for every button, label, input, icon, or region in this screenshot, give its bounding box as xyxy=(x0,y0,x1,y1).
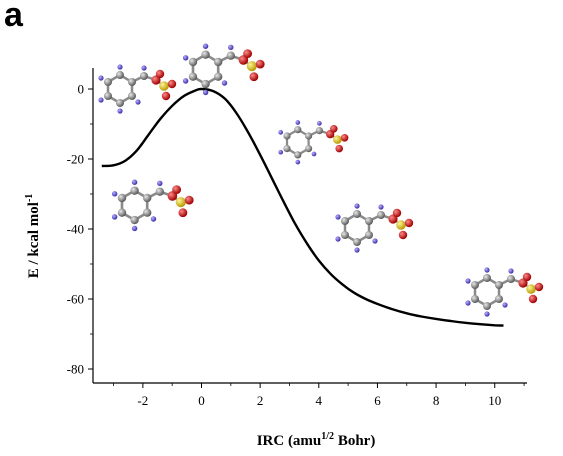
x-axis-title: IRC (amu1/2 Bohr) xyxy=(257,431,376,449)
molecule-transition-state xyxy=(181,42,266,97)
x-tick-label: 8 xyxy=(433,393,440,408)
y-tick-label: 0 xyxy=(78,82,85,97)
y-tick-label: -20 xyxy=(67,152,84,167)
chart-axes xyxy=(92,68,527,384)
molecule-product xyxy=(464,266,545,318)
molecule-complex-left xyxy=(110,178,195,233)
y-tick-label: -40 xyxy=(67,222,84,237)
y-tick-label: -80 xyxy=(67,362,84,377)
x-tick-label: 10 xyxy=(488,393,501,408)
x-tick-label: 2 xyxy=(257,393,264,408)
molecule-reactant xyxy=(97,63,178,115)
x-tick-label: -2 xyxy=(137,393,148,408)
x-tick-label: 6 xyxy=(374,393,381,408)
panel-label: a xyxy=(4,0,23,34)
chart-ticks: -2 0 2 4 6 8 100-20-40-60-80 xyxy=(67,82,525,408)
irc-energy-curve xyxy=(101,87,504,327)
x-tick-label: 0 xyxy=(198,393,205,408)
x-tick-label: 4 xyxy=(316,393,323,408)
molecule-intermediate xyxy=(277,119,350,166)
y-axis-title: E / kcal mol-1 xyxy=(24,194,42,279)
molecule-complex-right xyxy=(334,202,415,254)
y-tick-label: -60 xyxy=(67,292,84,307)
